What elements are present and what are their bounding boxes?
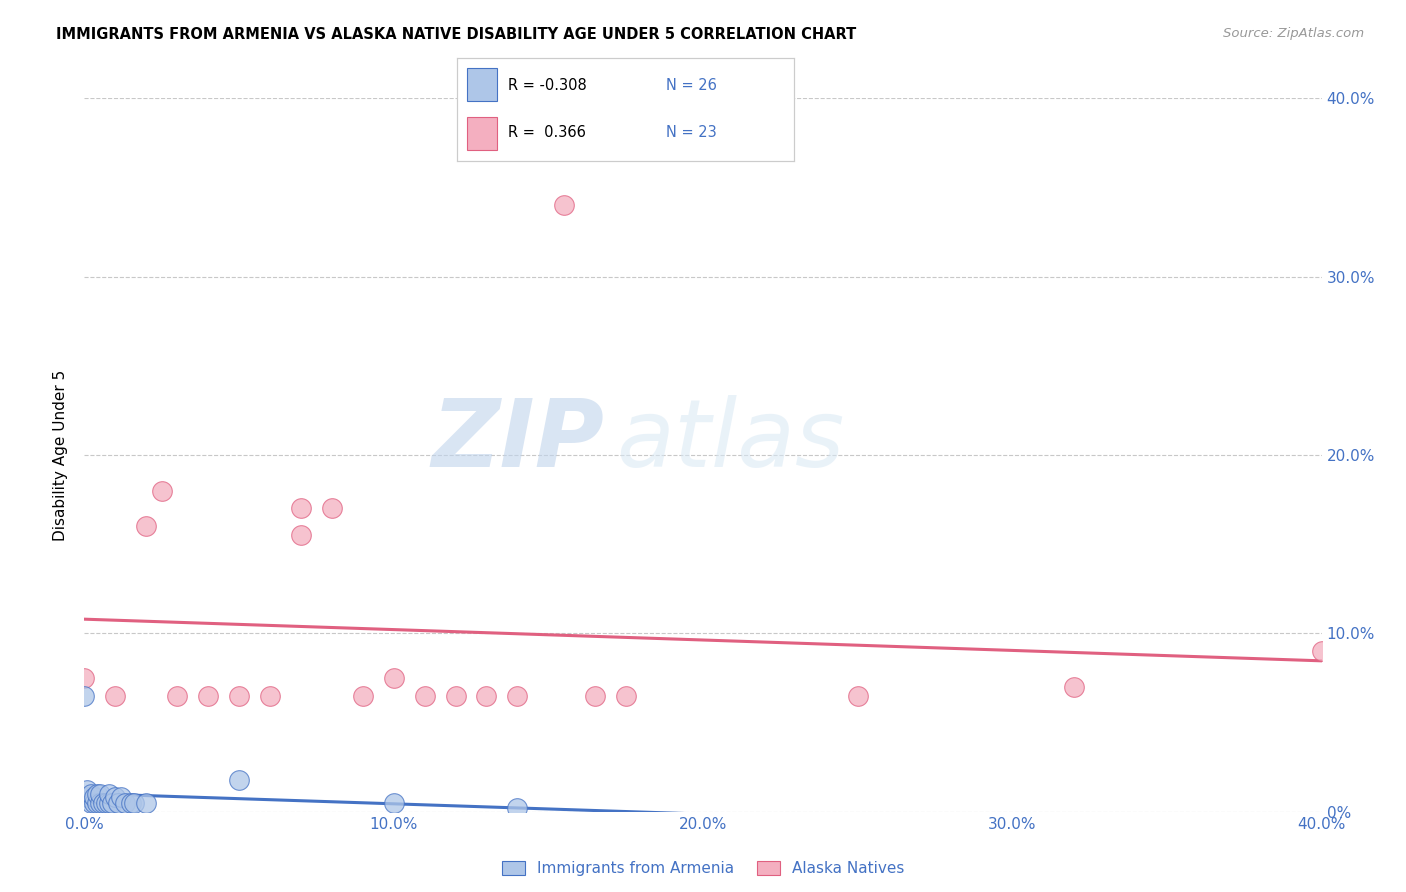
Point xyxy=(382,671,405,685)
Point xyxy=(506,689,529,703)
Text: R =  0.366: R = 0.366 xyxy=(508,126,585,140)
Point xyxy=(553,198,575,212)
Point xyxy=(614,689,637,703)
Point xyxy=(76,783,98,797)
Point xyxy=(73,689,96,703)
Point xyxy=(76,790,98,805)
Text: atlas: atlas xyxy=(616,395,845,486)
Text: N = 26: N = 26 xyxy=(666,78,717,93)
Point xyxy=(122,796,145,810)
Point xyxy=(444,689,467,703)
Point xyxy=(94,796,117,810)
Point xyxy=(98,787,121,801)
Point xyxy=(475,689,498,703)
Point xyxy=(98,796,121,810)
Point xyxy=(290,501,312,516)
Point xyxy=(290,528,312,542)
Point xyxy=(91,796,114,810)
Point xyxy=(104,689,127,703)
Point xyxy=(846,689,869,703)
Text: ZIP: ZIP xyxy=(432,394,605,487)
Point xyxy=(86,796,108,810)
Point xyxy=(79,796,101,810)
Point xyxy=(86,787,108,801)
Point xyxy=(197,689,219,703)
Point xyxy=(413,689,436,703)
Point xyxy=(83,790,105,805)
Point xyxy=(110,790,132,805)
Point xyxy=(382,796,405,810)
Text: R = -0.308: R = -0.308 xyxy=(508,78,586,93)
FancyBboxPatch shape xyxy=(467,69,498,101)
Point xyxy=(228,689,250,703)
Point xyxy=(1063,680,1085,694)
Point xyxy=(114,796,136,810)
Point xyxy=(107,796,129,810)
Point xyxy=(506,801,529,815)
Point xyxy=(89,787,111,801)
Legend: Immigrants from Armenia, Alaska Natives: Immigrants from Armenia, Alaska Natives xyxy=(495,855,911,882)
Text: Source: ZipAtlas.com: Source: ZipAtlas.com xyxy=(1223,27,1364,40)
Point xyxy=(583,689,606,703)
Point xyxy=(166,689,188,703)
Point xyxy=(150,483,173,498)
FancyBboxPatch shape xyxy=(467,118,498,150)
Point xyxy=(259,689,281,703)
Point xyxy=(101,796,124,810)
Point xyxy=(135,796,157,810)
Point xyxy=(79,787,101,801)
Point xyxy=(228,772,250,787)
Point xyxy=(73,671,96,685)
Point xyxy=(1310,644,1333,658)
Point xyxy=(352,689,374,703)
Y-axis label: Disability Age Under 5: Disability Age Under 5 xyxy=(53,369,69,541)
Point xyxy=(321,501,343,516)
Point xyxy=(135,519,157,533)
Text: N = 23: N = 23 xyxy=(666,126,717,140)
Text: IMMIGRANTS FROM ARMENIA VS ALASKA NATIVE DISABILITY AGE UNDER 5 CORRELATION CHAR: IMMIGRANTS FROM ARMENIA VS ALASKA NATIVE… xyxy=(56,27,856,42)
Point xyxy=(104,790,127,805)
Point xyxy=(83,796,105,810)
Point xyxy=(89,796,111,810)
Point xyxy=(120,796,142,810)
